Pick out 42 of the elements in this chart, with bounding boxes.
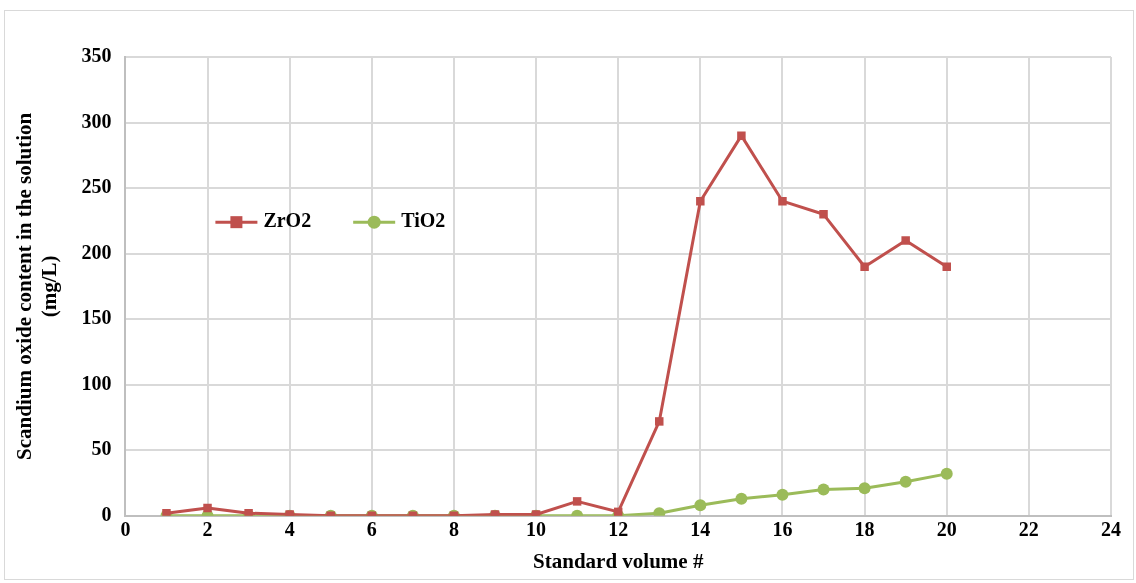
- x-tick-label: 2: [202, 517, 213, 540]
- x-tick-label: 22: [1018, 517, 1039, 540]
- point: [737, 131, 746, 140]
- point: [942, 262, 951, 271]
- y-tick-label: 0: [101, 502, 112, 525]
- x-tick-label: 16: [772, 517, 793, 540]
- point: [655, 417, 664, 426]
- y-tick-label: 300: [81, 109, 112, 132]
- point: [776, 488, 789, 501]
- point: [778, 196, 787, 206]
- point: [901, 236, 910, 245]
- y-tick-label: 250: [81, 175, 112, 198]
- x-tick-label: 6: [366, 517, 377, 540]
- point: [819, 210, 828, 219]
- point: [203, 503, 212, 513]
- x-tick-label: 14: [690, 517, 711, 540]
- legend-label: TiO2: [401, 209, 446, 232]
- y-tick-label: 200: [81, 240, 112, 263]
- x-tick-label: 24: [1101, 517, 1121, 540]
- x-tick-label: 8: [448, 517, 459, 540]
- y-tick-label: 350: [81, 44, 112, 67]
- y-axis-title: Scandium oxide content in the solution (mg/L): [12, 112, 62, 460]
- point: [817, 483, 830, 496]
- x-tick-label: 10: [526, 517, 547, 540]
- point: [858, 482, 871, 495]
- point: [860, 262, 869, 271]
- x-tick-label: 20: [936, 517, 957, 540]
- x-tick-label: 18: [854, 517, 875, 540]
- point: [899, 475, 912, 488]
- y-tick-label: 100: [81, 371, 112, 394]
- x-tick-label: 12: [608, 517, 629, 540]
- point: [940, 467, 953, 480]
- legend-label: ZrO2: [263, 209, 312, 232]
- point: [735, 492, 748, 505]
- point: [696, 196, 705, 206]
- y-tick-label: 150: [81, 306, 112, 329]
- point: [694, 499, 707, 512]
- x-axis-title: Standard volume #: [533, 548, 704, 573]
- x-tick-label: 4: [284, 517, 295, 540]
- y-tick-label: 50: [91, 437, 112, 460]
- point: [572, 497, 582, 506]
- x-tick-label: 0: [120, 517, 131, 540]
